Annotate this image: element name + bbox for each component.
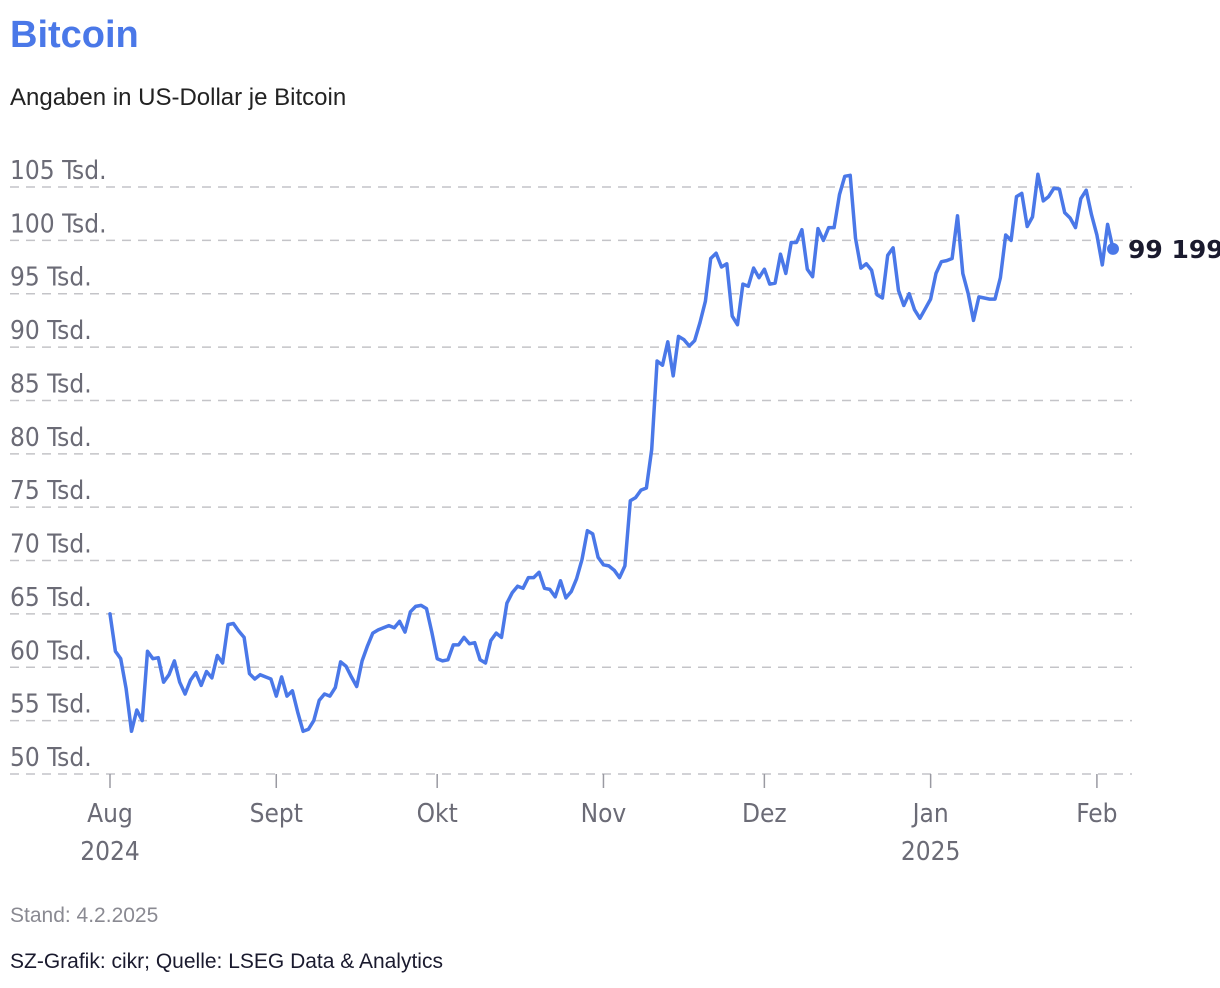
- y-tick-label: 70 Tsd.: [10, 530, 92, 560]
- x-axis: Aug 2024 Sept Okt Nov Dez Jan 2025 Feb: [80, 774, 1118, 867]
- y-tick-label: 100 Tsd.: [10, 209, 107, 239]
- x-tick-label: Nov: [581, 799, 627, 829]
- x-tick-label: Sept: [250, 799, 303, 829]
- footer-date: Stand: 4.2.2025: [10, 904, 159, 927]
- y-tick-label: 55 Tsd.: [10, 690, 92, 720]
- y-tick-label: 80 Tsd.: [10, 423, 92, 453]
- series-line-bitcoin: [108, 172, 1115, 734]
- y-tick-label: 75 Tsd.: [10, 476, 92, 506]
- series-layer: [108, 172, 1119, 734]
- chart-subtitle: Angaben in US-Dollar je Bitcoin: [10, 84, 347, 111]
- gridlines: [10, 186, 1132, 775]
- y-tick-label: 95 Tsd.: [10, 263, 92, 293]
- annotations: 99 199: [1128, 235, 1220, 264]
- x-tick-year-label: 2025: [901, 837, 961, 867]
- x-tick-label: Dez: [742, 799, 787, 829]
- last-value-label: 99 199: [1128, 235, 1220, 264]
- y-tick-label: 60 Tsd.: [10, 636, 92, 666]
- y-tick-label: 85 Tsd.: [10, 369, 92, 399]
- y-tick-label: 90 Tsd.: [10, 316, 92, 346]
- y-axis: 50 Tsd. 55 Tsd. 60 Tsd. 65 Tsd. 70 Tsd. 75 Ts…: [10, 156, 107, 773]
- last-value-point: [1107, 242, 1119, 255]
- x-tick-label: Jan: [911, 799, 949, 829]
- x-tick-label: Aug: [87, 799, 133, 829]
- x-tick-label: Feb: [1076, 799, 1117, 829]
- y-tick-label: 105 Tsd.: [10, 156, 107, 186]
- x-tick-label: Okt: [417, 799, 458, 829]
- chart-title: Bitcoin: [10, 14, 139, 56]
- y-tick-label: 50 Tsd.: [10, 743, 92, 773]
- y-tick-label: 65 Tsd.: [10, 583, 92, 613]
- x-tick-year-label: 2024: [80, 837, 140, 867]
- footer-source: SZ-Grafik: cikr; Quelle: LSEG Data & Ana…: [10, 950, 443, 973]
